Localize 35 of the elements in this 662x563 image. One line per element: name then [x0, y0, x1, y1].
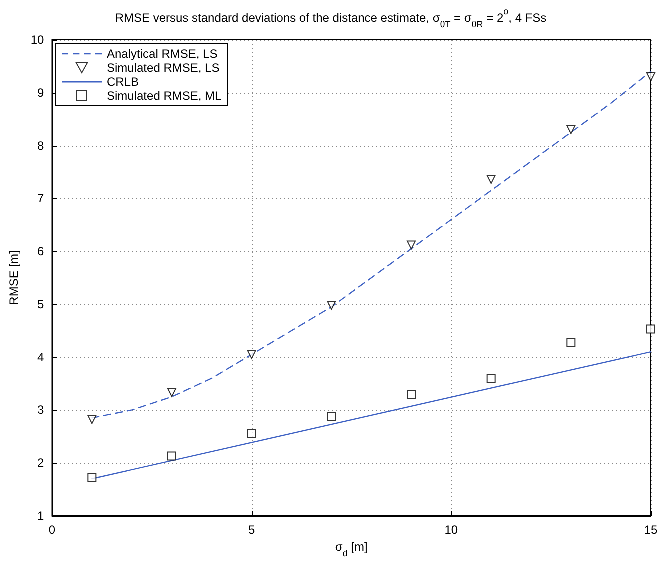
y-tick-label: 8	[38, 138, 45, 153]
point	[327, 301, 336, 310]
point	[486, 374, 496, 383]
x-tick-label: 10	[444, 523, 458, 537]
point	[168, 388, 176, 398]
point	[88, 473, 97, 482]
point	[247, 350, 256, 360]
x-tick-label: 15	[644, 523, 658, 537]
y-tick-label: 5	[38, 297, 45, 312]
point	[566, 125, 576, 134]
y-tick-label: 1	[38, 509, 45, 523]
x-tick-label: 0	[48, 523, 56, 537]
y-tick-label: 10	[30, 33, 45, 47]
y-tick-label: 2	[38, 456, 45, 470]
y-tick-label: 9	[38, 86, 45, 100]
point	[407, 390, 416, 400]
legend-label: Analytical RMSE, LS	[107, 47, 218, 61]
point	[646, 72, 656, 82]
y-axis-title: RMSE [m]	[7, 250, 21, 306]
y-tick-label: 6	[38, 244, 45, 259]
y-tick-label: 7	[38, 192, 45, 206]
point	[327, 412, 336, 422]
x-tick-label: 5	[248, 523, 256, 537]
point	[247, 430, 256, 439]
point	[88, 415, 97, 424]
point	[646, 324, 656, 334]
legend-label: Simulated RMSE, LS	[107, 61, 220, 75]
point	[168, 452, 176, 461]
point	[566, 338, 576, 348]
y-tick-label: 4	[38, 350, 45, 364]
legend-label: CRLB	[107, 75, 140, 89]
legend-label: Simulated RMSE, ML	[107, 89, 222, 103]
point	[407, 240, 416, 250]
point	[486, 175, 496, 184]
y-tick-label: 3	[38, 403, 45, 418]
